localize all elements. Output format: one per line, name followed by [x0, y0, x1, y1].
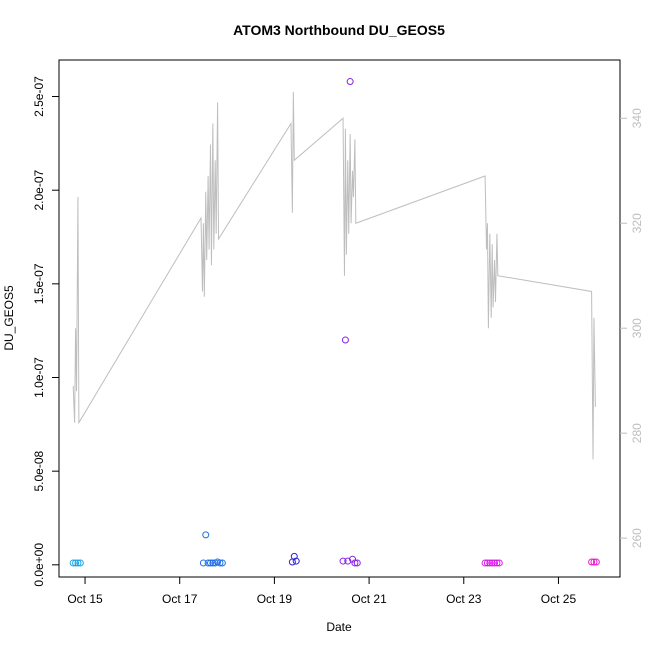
- y-tick-label-5: 2.5e-07: [32, 76, 46, 117]
- data-point-1: [72, 559, 80, 567]
- data-point-20: [349, 555, 357, 563]
- y2-tick-label-4: 340: [630, 108, 644, 128]
- data-point-7: [206, 559, 214, 567]
- data-point-15: [292, 557, 300, 565]
- data-point-8: [209, 559, 217, 567]
- data-point-30: [588, 558, 596, 566]
- line-layer: [72, 92, 596, 460]
- data-point-14: [290, 552, 298, 560]
- x-tick-label-3: Oct 21: [351, 592, 387, 606]
- x-tick-label-4: Oct 23: [446, 592, 482, 606]
- points-layer: [69, 78, 600, 567]
- data-point-4: [199, 559, 207, 567]
- y-axis-label: DU_GEOS5: [2, 285, 16, 351]
- data-point-11: [216, 559, 224, 567]
- y-tick-label-3: 1.5e-07: [32, 263, 46, 304]
- data-point-0: [69, 559, 77, 567]
- data-point-29: [495, 559, 503, 567]
- data-point-5: [202, 531, 210, 539]
- data-point-26: [488, 559, 496, 567]
- chart-title: ATOM3 Northbound DU_GEOS5: [233, 22, 445, 38]
- y-tick-label-2: 1.0e-07: [32, 357, 46, 398]
- data-point-12: [218, 559, 226, 567]
- y2-tick-label-3: 320: [630, 213, 644, 233]
- x-tick-label-2: Oct 19: [257, 592, 293, 606]
- y2-axis: 260 280 300 320 340: [620, 108, 644, 548]
- data-point-32: [592, 558, 600, 566]
- x-tick-label-5: Oct 25: [541, 592, 577, 606]
- data-point-16: [339, 557, 347, 565]
- line-series: [72, 92, 596, 460]
- data-point-22: [353, 559, 361, 567]
- data-point-25: [486, 559, 494, 567]
- x-axis-label: Date: [326, 620, 352, 634]
- y-tick-label-0: 0.0e+00: [32, 543, 46, 587]
- data-point-18: [344, 557, 352, 565]
- data-point-3: [76, 559, 84, 567]
- data-point-6: [204, 559, 212, 567]
- y-tick-label-1: 5.0e-08: [32, 450, 46, 491]
- y2-tick-label-1: 280: [630, 423, 644, 443]
- x-tick-label-1: Oct 17: [162, 592, 198, 606]
- data-point-17: [341, 336, 349, 344]
- x-tick-label-0: Oct 15: [67, 592, 103, 606]
- data-point-19: [346, 78, 354, 86]
- y2-tick-label-0: 260: [630, 528, 644, 548]
- y-tick-label-4: 2.0e-07: [32, 170, 46, 211]
- data-point-27: [491, 559, 499, 567]
- data-point-2: [74, 559, 82, 567]
- data-point-28: [493, 559, 501, 567]
- data-point-31: [590, 558, 598, 566]
- plot-frame: [58, 59, 621, 578]
- y2-tick-label-2: 300: [630, 318, 644, 338]
- data-point-21: [351, 559, 359, 567]
- data-point-24: [483, 559, 491, 567]
- y-axis: 0.0e+00 5.0e-08 1.0e-07 1.5e-07 2.0e-07 2.5e-…: [32, 76, 59, 587]
- x-axis: Oct 15 Oct 17 Oct 19 Oct 21 Oct 23 Oct 25: [67, 577, 576, 606]
- data-point-23: [481, 559, 489, 567]
